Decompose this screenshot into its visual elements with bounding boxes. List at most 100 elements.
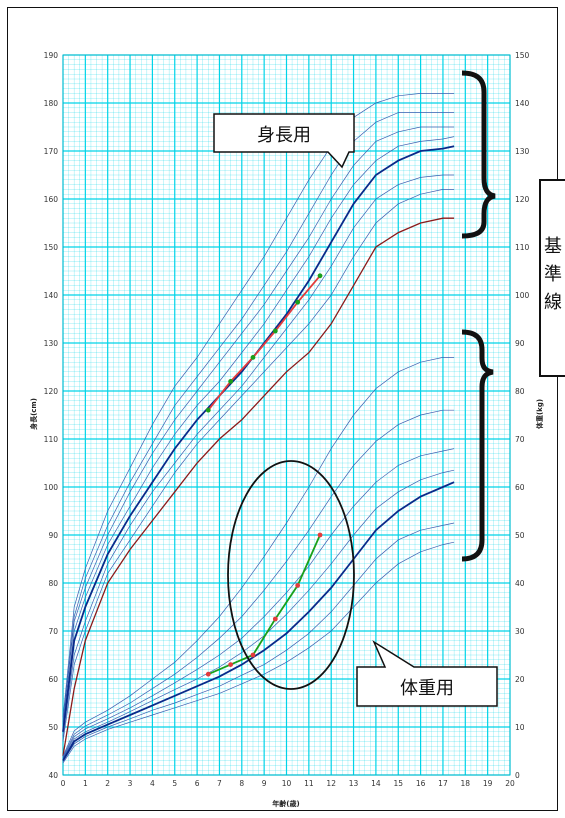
y-right-tick-label: 120 <box>515 195 530 204</box>
x-tick-label: 6 <box>195 779 200 788</box>
height-callout-shape <box>213 113 355 169</box>
x-tick-label: 17 <box>438 779 448 788</box>
y-left-tick-label: 160 <box>44 195 59 204</box>
y-right-tick-label: 70 <box>515 435 525 444</box>
x-tick-label: 10 <box>282 779 292 788</box>
y-left-tick-label: 50 <box>48 723 58 732</box>
y-right-tick-label: 130 <box>515 147 530 156</box>
height-brace-shape <box>461 70 496 239</box>
x-tick-label: 9 <box>262 779 267 788</box>
y-left-tick-label: 100 <box>44 483 59 492</box>
x-tick-label: 3 <box>128 779 133 788</box>
x-tick-label: 18 <box>461 779 471 788</box>
y-left-tick-label: 150 <box>44 243 59 252</box>
y-right-tick-label: 10 <box>515 723 525 732</box>
weight-patient-point <box>228 662 234 667</box>
plot-border <box>62 54 511 776</box>
height-lower-line <box>62 217 455 756</box>
y-right-tick-label: 0 <box>515 771 520 780</box>
weight-percentile-line <box>62 541 455 764</box>
weight-percentile-line <box>62 357 455 757</box>
height-patient-point <box>250 355 256 360</box>
x-tick-label: 4 <box>150 779 155 788</box>
y-right-tick-label: 90 <box>515 339 525 348</box>
x-tick-label: 16 <box>416 779 426 788</box>
x-tick-label: 2 <box>105 779 110 788</box>
y-left-tick-label: 170 <box>44 147 59 156</box>
height-percentile-line <box>62 126 455 725</box>
weight-reference-lines <box>62 357 455 764</box>
reference-label: 基 準 線 <box>544 236 565 313</box>
y-right-tick-label: 50 <box>515 531 525 540</box>
y-axis-right-label: 体重(kg) <box>535 399 544 429</box>
y-left-tick-label: 140 <box>44 291 59 300</box>
weight-percentile-line <box>62 409 455 758</box>
reference-box <box>539 179 565 377</box>
x-tick-label: 19 <box>483 779 493 788</box>
height-patient-point <box>205 407 211 413</box>
y-right-tick-label: 140 <box>515 99 530 108</box>
weight-percentile-line <box>62 469 455 760</box>
y-right-tick-label: 100 <box>515 291 530 300</box>
y-left-tick-label: 40 <box>48 771 58 780</box>
y-left-tick-label: 60 <box>48 675 58 684</box>
weight-patient-point <box>295 583 301 588</box>
weight-patient-point <box>317 532 323 538</box>
y-right-tick-label: 80 <box>515 387 525 396</box>
weight-callout-text: 体重用 <box>400 678 454 699</box>
weight-callout: 体重用 <box>356 640 498 707</box>
height-percentile-line <box>62 112 455 723</box>
x-tick-label: 14 <box>371 779 381 788</box>
y-left-tick-label: 90 <box>48 531 58 540</box>
height-percentile-line <box>62 93 455 718</box>
weight-patient-point <box>250 652 256 658</box>
weight-percentile-line <box>62 448 455 759</box>
y-right-tick-label: 150 <box>515 51 530 60</box>
y-right-tick-label: 40 <box>515 579 525 588</box>
height-percentile-line <box>62 174 455 737</box>
x-tick-label: 7 <box>217 779 222 788</box>
y-right-tick-label: 20 <box>515 675 525 684</box>
y-left-tick-label: 180 <box>44 99 59 108</box>
height-callout: 身長用 <box>213 113 355 169</box>
y-right-tick-label: 60 <box>515 483 525 492</box>
height-callout-text: 身長用 <box>257 125 311 146</box>
weight-percentile-line <box>62 522 455 762</box>
x-tick-label: 20 <box>505 779 515 788</box>
y-left-tick-label: 70 <box>48 627 58 636</box>
y-left-tick-label: 130 <box>44 339 59 348</box>
weight-patient-point <box>205 671 211 677</box>
height-percentile-line <box>62 189 455 742</box>
weight-median-line <box>62 481 455 762</box>
height-patient-point <box>228 379 234 384</box>
weight-patient-line <box>207 534 321 676</box>
y-axis-right-ticks: 0 10 20 30 40 50 60 70 80 90 100 110 120 130 140 150 <box>515 51 530 780</box>
height-patient-point <box>272 328 278 334</box>
x-tick-label: 11 <box>304 779 314 788</box>
x-tick-label: 8 <box>239 779 244 788</box>
y-left-tick-label: 80 <box>48 579 58 588</box>
x-tick-label: 15 <box>393 779 403 788</box>
y-left-tick-label: 120 <box>44 387 59 396</box>
x-axis-ticks: 0 1 2 3 4 5 6 7 8 9 10 11 12 13 14 15 16 17 18 19 20 <box>61 779 515 788</box>
height-percentile-line <box>62 136 455 730</box>
weight-patient-series <box>205 532 323 677</box>
height-patient-series <box>205 273 323 413</box>
y-right-tick-label: 30 <box>515 627 525 636</box>
x-tick-label: 5 <box>172 779 177 788</box>
x-axis-label: 年齢(歳) <box>272 799 299 808</box>
weight-callout-shape <box>356 640 498 707</box>
weight-brace-shape <box>461 329 494 562</box>
x-tick-label: 1 <box>83 779 88 788</box>
y-axis-left-ticks: 40 50 60 70 80 90 100 110 120 130 140 150 160 170 180 1… <box>44 51 59 780</box>
x-tick-label: 12 <box>326 779 336 788</box>
y-right-tick-label: 110 <box>515 243 530 252</box>
weight-highlight-ellipse <box>227 460 355 690</box>
height-patient-point <box>317 273 323 279</box>
x-tick-label: 0 <box>61 779 66 788</box>
y-left-tick-label: 190 <box>44 51 59 60</box>
y-left-tick-label: 110 <box>44 435 59 444</box>
y-axis-left-label: 身長(cm) <box>29 398 38 431</box>
height-patient-line <box>207 275 321 411</box>
